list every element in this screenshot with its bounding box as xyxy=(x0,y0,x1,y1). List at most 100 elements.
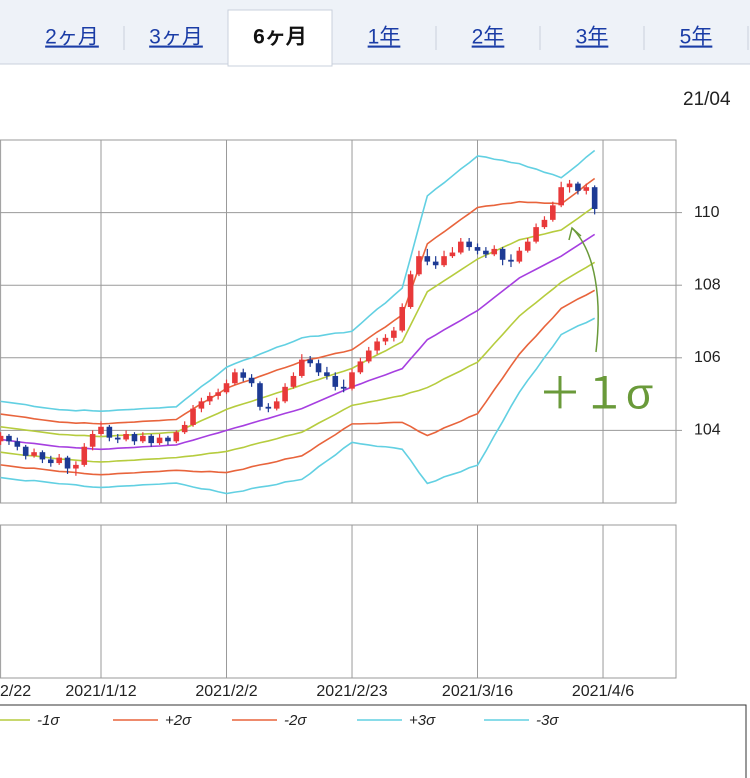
band-line xyxy=(0,289,596,476)
candle-body xyxy=(340,386,347,389)
tab[interactable]: 6ヶ月 xyxy=(253,26,307,49)
candle-body xyxy=(533,227,539,242)
candle-body xyxy=(474,247,481,251)
candle-body xyxy=(299,359,305,376)
candle-body xyxy=(550,205,556,220)
candle-body xyxy=(73,464,79,469)
legend-label: -2σ xyxy=(284,712,307,729)
band-line xyxy=(0,261,596,463)
y-tick-label: 104 xyxy=(694,422,721,439)
legend-label: +2σ xyxy=(165,712,192,729)
candle-body xyxy=(591,187,598,209)
candle-body xyxy=(123,434,129,440)
candle-body xyxy=(248,377,255,384)
x-tick-label: 2/22 xyxy=(0,683,31,700)
tab-group: 2ヶ月 3ヶ月 6ヶ月 1年 2年 3年 5年 xyxy=(45,9,749,67)
candle-body xyxy=(424,256,431,262)
x-axis: 104 106 108 110 2/22 2021/1/12 2021/2/2 2021/2/… xyxy=(0,204,721,700)
legend-label: -1σ xyxy=(37,712,60,729)
candle-body xyxy=(265,406,272,409)
candle-body xyxy=(215,392,221,396)
arrow-head xyxy=(568,226,582,241)
candle-body xyxy=(499,248,506,260)
active-tab xyxy=(227,9,333,67)
candle-body xyxy=(466,241,472,248)
candle-body xyxy=(22,446,29,456)
candle-body xyxy=(173,432,180,442)
x-tick-label: 2021/2/2 xyxy=(195,683,257,700)
candle-body xyxy=(449,252,456,257)
x-tick-label: 2021/1/12 xyxy=(65,683,136,700)
candle-body xyxy=(391,330,397,338)
candle-body xyxy=(257,383,263,407)
y-tick-label: 110 xyxy=(694,204,720,221)
candle-body xyxy=(232,372,238,384)
candle-body xyxy=(524,241,531,251)
candle-body xyxy=(114,437,121,440)
band-line xyxy=(0,149,596,412)
candle-body xyxy=(432,261,439,266)
candle-body xyxy=(81,446,88,465)
candle-body xyxy=(56,457,62,464)
candle-body xyxy=(64,457,71,469)
band-line xyxy=(0,317,596,495)
tab[interactable]: 3ヶ月 xyxy=(149,26,203,49)
y-tick-label: 108 xyxy=(694,276,721,293)
candle-body xyxy=(332,375,339,387)
plot-frame xyxy=(0,139,677,504)
band-line xyxy=(0,177,596,425)
candle-body xyxy=(106,426,113,438)
candle-body xyxy=(31,452,37,456)
candle-body xyxy=(131,434,138,442)
candle-body xyxy=(39,452,46,460)
tab[interactable]: 3年 xyxy=(576,26,609,49)
candle-body xyxy=(98,426,104,435)
band-line xyxy=(0,233,596,451)
candle-body xyxy=(240,372,247,378)
candle-body xyxy=(399,306,406,331)
candle-body xyxy=(307,359,313,364)
candle-body xyxy=(583,187,590,191)
candle-body xyxy=(374,341,380,351)
candle-body xyxy=(206,395,213,402)
band-lines xyxy=(0,149,596,495)
legend-label: -3σ xyxy=(536,712,559,729)
tab[interactable]: 2年 xyxy=(472,26,505,49)
candle-body xyxy=(365,350,372,362)
candle-body xyxy=(181,424,188,433)
x-tick-label: 2021/2/23 xyxy=(316,683,387,700)
x-tick-label: 2021/4/6 xyxy=(572,683,634,700)
candle-body xyxy=(315,363,322,373)
candle-body xyxy=(282,386,288,402)
candle-body xyxy=(416,256,422,275)
candle-body xyxy=(140,435,146,442)
tab[interactable]: 2ヶ月 xyxy=(45,26,99,49)
candle-body xyxy=(558,187,564,206)
band-line xyxy=(0,205,596,438)
candle-body xyxy=(156,437,163,444)
candle-body xyxy=(382,337,389,342)
tab[interactable]: 1年 xyxy=(368,26,401,49)
candle-body xyxy=(516,250,523,262)
candles xyxy=(0,179,598,476)
candle-body xyxy=(273,401,280,409)
candle-body xyxy=(575,183,581,191)
candle-body xyxy=(349,372,355,389)
lower-panel xyxy=(0,524,677,679)
legend-box xyxy=(0,704,747,778)
candle-body xyxy=(6,435,12,442)
tab-bar xyxy=(0,0,750,64)
x-tick-label: 2021/3/16 xyxy=(442,683,513,700)
candle-body xyxy=(223,383,230,393)
candle-body xyxy=(508,259,514,262)
legend-label: +3σ xyxy=(409,712,436,729)
candle-body xyxy=(441,256,447,266)
tab[interactable]: 5年 xyxy=(680,26,713,49)
grid xyxy=(0,140,682,678)
candle-body xyxy=(0,435,4,442)
candle-body xyxy=(148,435,155,444)
annotation: ＋１σ xyxy=(538,370,653,419)
candle-body xyxy=(457,241,464,253)
